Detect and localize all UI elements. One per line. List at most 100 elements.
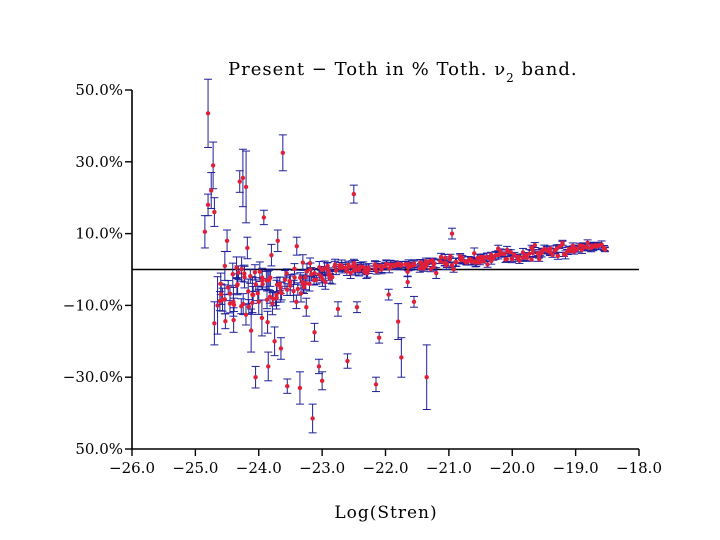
data-point — [444, 263, 449, 268]
x-tick-label: −20.0 — [489, 459, 535, 477]
data-point — [346, 262, 351, 268]
data-point — [274, 282, 280, 288]
data-point — [248, 328, 254, 333]
data-point — [434, 270, 439, 276]
data-point — [442, 255, 448, 261]
x-tick-label: −22.0 — [363, 459, 409, 477]
y-tick-label: −10.0% — [63, 296, 123, 314]
chart-title-suffix: band. — [515, 59, 578, 80]
data-point — [596, 243, 601, 249]
data-point — [512, 252, 517, 257]
data-point — [243, 312, 249, 317]
data-point — [243, 184, 249, 190]
data-point — [386, 292, 391, 297]
data-point — [567, 246, 572, 252]
data-point — [307, 260, 313, 266]
data-point — [304, 269, 310, 274]
data-point — [245, 245, 250, 251]
data-point — [374, 269, 379, 274]
data-point — [406, 265, 411, 270]
data-point — [448, 254, 453, 259]
data-point — [496, 252, 502, 258]
data-point — [260, 281, 265, 287]
data-point — [307, 281, 312, 287]
data-point — [295, 286, 301, 292]
x-tick-label: −26.0 — [109, 459, 155, 477]
data-point — [287, 278, 292, 284]
data-point — [234, 265, 239, 270]
data-point — [278, 346, 284, 351]
data-point — [438, 259, 443, 264]
data-point — [202, 229, 208, 235]
x-tick-label: −19.0 — [553, 459, 599, 477]
data-point — [485, 262, 490, 267]
data-point — [252, 270, 258, 275]
data-point — [532, 242, 537, 248]
data-point — [227, 291, 233, 296]
data-point — [472, 251, 477, 256]
data-point — [406, 261, 411, 267]
data-point — [264, 297, 270, 303]
data-point — [253, 375, 258, 380]
data-point — [272, 339, 277, 344]
data-point — [323, 279, 328, 285]
data-point — [270, 301, 275, 306]
data-point — [312, 330, 317, 335]
data-point — [530, 250, 536, 256]
data-point — [550, 252, 555, 258]
data-point — [242, 274, 247, 280]
data-point — [522, 254, 528, 259]
data-point — [248, 274, 253, 279]
data-point — [449, 231, 455, 236]
data-point — [274, 295, 279, 300]
data-point — [327, 272, 333, 277]
data-point — [308, 267, 313, 272]
chart-title: Present − Toth in % Toth. ν2 band. — [228, 59, 578, 85]
data-point — [298, 291, 304, 296]
data-point — [209, 188, 214, 193]
data-point — [240, 175, 246, 181]
data-point — [424, 375, 429, 380]
data-point — [284, 271, 289, 276]
data-point — [205, 111, 211, 116]
data-point — [303, 274, 308, 280]
data-point — [269, 252, 274, 258]
data-point — [509, 256, 514, 261]
data-point — [219, 291, 224, 297]
data-point — [599, 242, 604, 247]
data-point — [527, 251, 532, 256]
data-point — [398, 263, 404, 268]
data-point — [224, 238, 230, 243]
data-point — [340, 265, 345, 270]
data-point — [270, 296, 276, 301]
data-point — [212, 209, 217, 215]
data-point — [235, 282, 240, 287]
data-point — [265, 320, 270, 325]
data-point — [240, 301, 246, 307]
data-point — [292, 266, 297, 271]
data-point — [239, 266, 244, 272]
data-point — [257, 269, 263, 274]
data-point — [278, 289, 283, 295]
data-point — [301, 284, 307, 290]
data-point — [231, 317, 236, 323]
y-tick-label: 10.0% — [75, 225, 123, 243]
data-point — [282, 277, 288, 282]
data-point — [297, 385, 303, 391]
data-point — [473, 260, 478, 265]
x-tick-label: −21.0 — [426, 459, 472, 477]
data-point — [304, 304, 309, 310]
data-point — [520, 250, 526, 255]
data-point — [278, 285, 283, 290]
data-point — [585, 240, 590, 246]
y-tick-label: 50.0% — [75, 440, 123, 458]
data-point — [310, 416, 315, 421]
data-point — [275, 238, 280, 243]
data-point — [319, 378, 325, 383]
data-point — [379, 267, 384, 272]
data-point — [227, 301, 233, 306]
data-point — [555, 253, 561, 259]
data-point — [294, 243, 299, 249]
data-point — [218, 281, 223, 287]
